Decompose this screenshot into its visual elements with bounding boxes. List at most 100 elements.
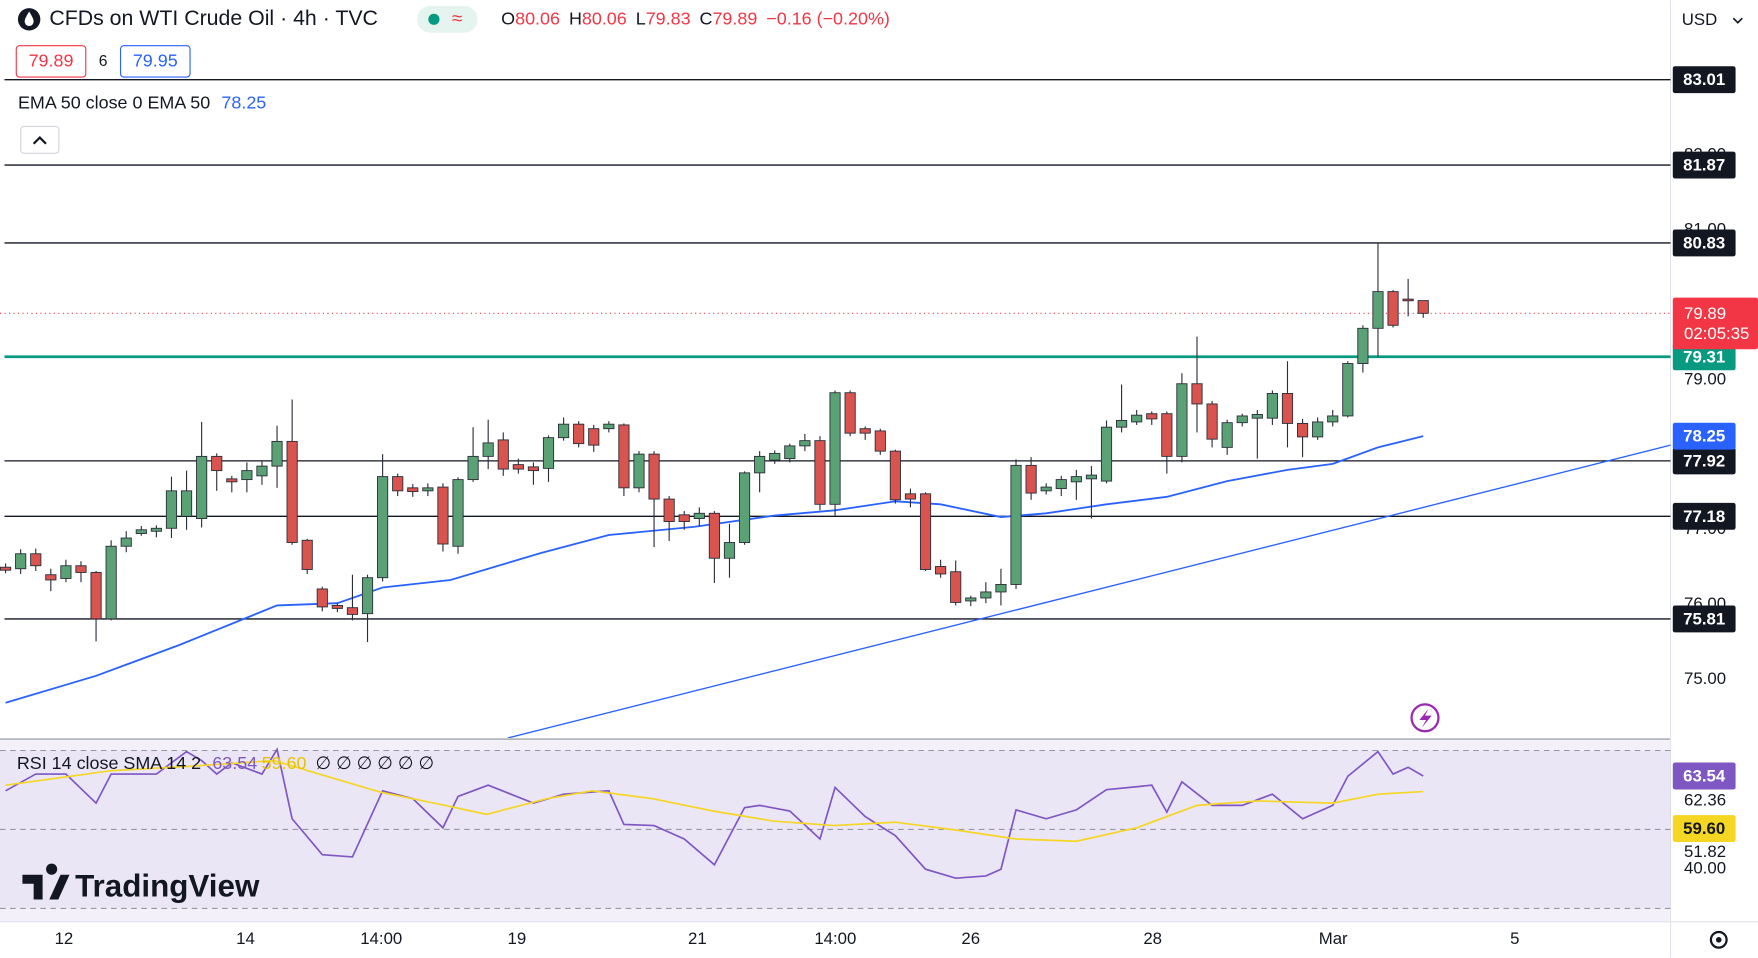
candle-body: [211, 455, 223, 472]
candle-body: [573, 423, 585, 445]
c-label: C: [700, 8, 713, 28]
x-tick-label: 28: [1143, 929, 1162, 948]
candle-body: [120, 537, 132, 547]
candle-body: [1387, 291, 1399, 326]
collapse-button[interactable]: [20, 125, 60, 154]
h-label: H: [569, 8, 582, 28]
candle-body: [1146, 413, 1158, 420]
chevron-up: [32, 136, 47, 145]
ask[interactable]: 79.95: [133, 51, 178, 71]
candle-body: [1161, 413, 1173, 457]
x-tick-label: 14:00: [814, 929, 856, 948]
logo-text: TradingView: [75, 869, 260, 904]
status-pill[interactable]: [417, 5, 478, 33]
bid[interactable]: 79.89: [29, 51, 74, 71]
candle-body: [1312, 421, 1324, 438]
level-box: [1672, 66, 1736, 94]
x-tick-label: 21: [688, 929, 707, 948]
candle-body: [377, 476, 389, 579]
x-tick-label: 14:00: [360, 929, 402, 948]
candle-body: [754, 455, 766, 474]
candle-body: [150, 527, 162, 532]
candle-body: [1085, 474, 1098, 480]
logo-mark: [22, 863, 70, 900]
candle-body: [512, 464, 524, 470]
candle-body: [1281, 393, 1294, 424]
level-label: 77.18: [1683, 507, 1725, 526]
delay-icon: ≈: [452, 8, 462, 29]
candle-body: [256, 465, 268, 477]
sma-value-label: 59.60: [1683, 819, 1725, 838]
market-open-dot: [428, 13, 440, 25]
candle-body: [180, 490, 193, 517]
candle-body: [361, 577, 374, 615]
o-label: O: [501, 8, 515, 28]
ema-label: 78.25: [1683, 427, 1725, 446]
spread: 6: [99, 53, 108, 70]
candle-body: [497, 439, 509, 470]
level-box: [1672, 151, 1736, 179]
candle-body: [1116, 419, 1128, 428]
last-price-label: 79.89: [1684, 304, 1726, 323]
candle-body: [90, 572, 102, 620]
candle-body: [618, 424, 630, 489]
level-label: 75.81: [1683, 609, 1725, 628]
x-tick-label: 14: [236, 929, 255, 948]
candle-body: [527, 466, 539, 472]
rsi-legend-value: 63.54: [212, 753, 257, 773]
rsi-panel: [0, 740, 1671, 922]
candle-body: [165, 490, 178, 529]
support-box: [1672, 343, 1736, 371]
rsi-value-box: [1672, 762, 1736, 790]
candle-body: [392, 476, 404, 492]
rsi-line: [5, 759, 1424, 843]
candle-body: [331, 604, 343, 609]
change: −0.16 (−0.20%): [766, 8, 890, 28]
candle-body: [135, 529, 147, 534]
ema-legend: EMA 50 close 0 EMA 50 78.25: [18, 92, 266, 112]
buy-box[interactable]: [119, 45, 191, 78]
rsi-legend: RSI 14 close SMA 14 2 63.54 59.60 ∅ ∅ ∅ ∅ ∅…: [17, 753, 434, 773]
candle-body: [1176, 383, 1188, 457]
symbol-title[interactable]: CFDs on WTI Crude Oil · 4h · TVC: [49, 6, 378, 30]
candle-body: [437, 486, 449, 545]
ema-legend-title: EMA 50 close 0 EMA 50: [18, 92, 210, 112]
rsi-pane: [0, 747, 1671, 909]
candle-body: [1266, 393, 1278, 419]
l-value: 79.83: [646, 8, 691, 28]
currency[interactable]: USD: [1682, 10, 1717, 29]
candle-body: [950, 571, 962, 603]
c-value: 79.89: [712, 8, 757, 28]
candle-body: [105, 545, 117, 620]
level-label: 83.01: [1683, 70, 1725, 89]
settings-icon[interactable]: [1709, 930, 1728, 949]
x-tick-label: 19: [507, 929, 526, 948]
candle-body: [1131, 414, 1143, 423]
price-axis: 75.0076.0077.0078.0079.0080.0081.0082.00…: [1672, 66, 1758, 877]
candle-body: [558, 423, 570, 439]
x-tick-label: Mar: [1319, 929, 1348, 948]
candle-body: [708, 512, 720, 559]
candle-body: [1191, 383, 1203, 405]
candle-body: [693, 512, 705, 519]
level-box: [1672, 502, 1736, 530]
candle-body: [1206, 403, 1218, 440]
level-label: 81.87: [1683, 156, 1725, 175]
candle-body: [1070, 476, 1082, 483]
level-label: 80.83: [1683, 233, 1725, 252]
candle-body: [422, 487, 434, 492]
sell-box[interactable]: [15, 45, 87, 78]
candle-body: [859, 428, 871, 434]
level-box: [1672, 605, 1736, 633]
candle-body: [45, 574, 57, 581]
candle-body: [467, 455, 479, 481]
settings-dot: [1715, 936, 1722, 943]
candle-body: [241, 470, 253, 481]
candle-body: [844, 392, 856, 434]
rsi-value-label: 63.54: [1683, 767, 1726, 786]
support-label: 79.31: [1683, 347, 1725, 366]
candle-body: [60, 565, 72, 579]
candle-body: [1236, 415, 1248, 424]
